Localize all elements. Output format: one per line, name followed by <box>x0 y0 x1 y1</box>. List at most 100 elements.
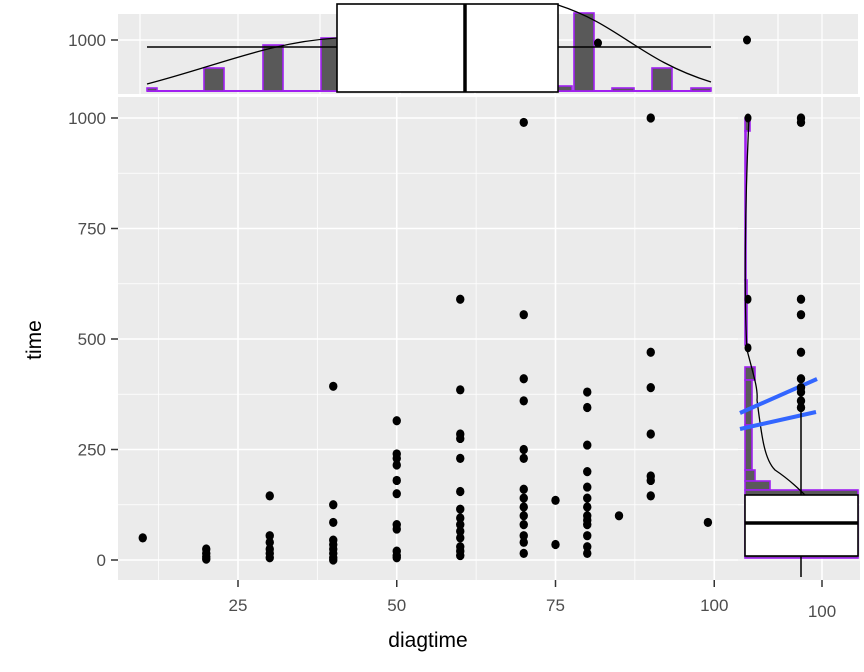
outlier-point <box>796 117 806 128</box>
data-point <box>646 491 655 501</box>
x-tick-label: 100 <box>808 602 836 621</box>
right-marginal: 100 <box>738 97 860 621</box>
outlier-point <box>796 374 806 384</box>
data-point <box>202 554 211 564</box>
histogram-bar <box>744 480 771 491</box>
data-point <box>519 548 528 558</box>
x-tick-label: 100 <box>700 596 728 615</box>
data-point <box>519 531 528 541</box>
data-point <box>519 537 528 547</box>
data-point <box>583 493 592 503</box>
histogram-bar <box>690 87 712 92</box>
data-point <box>744 294 752 304</box>
data-point <box>265 553 274 563</box>
histogram-bar <box>744 379 753 426</box>
data-point <box>583 440 592 450</box>
outlier-point <box>594 38 602 48</box>
y-tick-label: 1000 <box>68 31 106 50</box>
data-point <box>519 396 528 406</box>
data-point <box>392 553 401 563</box>
data-point <box>583 548 592 558</box>
y-tick-label: 0 <box>97 551 106 570</box>
data-point <box>329 517 338 528</box>
data-point <box>392 489 401 499</box>
data-point <box>392 460 401 470</box>
data-point <box>519 310 528 320</box>
x-tick-label: 50 <box>387 596 406 615</box>
x-tick-label: 75 <box>546 596 565 615</box>
histogram-bar <box>744 469 756 482</box>
histogram-bar <box>611 87 635 92</box>
data-point <box>329 500 338 510</box>
data-point <box>265 537 274 547</box>
data-point <box>551 539 560 550</box>
data-point <box>583 467 592 477</box>
data-point <box>456 453 465 463</box>
data-point <box>329 555 338 565</box>
boxplot-box <box>744 494 859 557</box>
outlier-point <box>796 347 806 357</box>
data-point <box>519 374 528 384</box>
data-point <box>456 385 465 395</box>
data-point <box>456 550 465 561</box>
outlier-point <box>743 35 751 45</box>
boxplot-box <box>336 3 559 93</box>
axes: 0 250 500 750 1000 25 50 75 100 <box>68 109 728 615</box>
data-point <box>646 475 655 486</box>
y-tick-label: 750 <box>78 220 106 239</box>
histogram-bar <box>744 424 753 471</box>
data-point <box>583 520 592 530</box>
data-point <box>456 526 465 536</box>
data-point <box>392 524 401 534</box>
data-point <box>583 502 592 512</box>
y-tick-label: 500 <box>78 330 106 349</box>
data-point <box>519 444 528 455</box>
data-point <box>519 484 528 494</box>
histogram-bar <box>573 12 595 92</box>
data-point <box>519 511 528 521</box>
data-point <box>138 533 147 543</box>
data-point <box>646 383 655 393</box>
data-point <box>456 486 465 497</box>
data-point <box>519 520 528 530</box>
data-point <box>583 542 592 552</box>
histogram-bar <box>262 44 284 92</box>
data-point <box>583 402 592 413</box>
top-marginal: 1000 <box>68 3 858 94</box>
x-axis-title: diagtime <box>388 629 467 652</box>
x-tick-label: 25 <box>229 596 248 615</box>
data-point <box>456 433 465 444</box>
data-point <box>456 520 465 530</box>
data-point <box>744 113 752 123</box>
outlier-point <box>796 294 806 304</box>
data-point <box>583 387 592 397</box>
data-point <box>646 429 655 439</box>
data-point <box>265 491 274 501</box>
histogram-bar <box>651 67 673 92</box>
outlier-point <box>796 396 806 406</box>
data-point <box>392 453 401 463</box>
data-point <box>392 416 401 426</box>
data-point <box>583 482 592 492</box>
data-point <box>519 117 528 128</box>
data-point <box>703 517 713 528</box>
data-point <box>456 513 465 523</box>
data-point <box>329 381 338 391</box>
data-point <box>583 531 592 541</box>
y-tick-label: 250 <box>78 441 106 460</box>
data-point <box>519 493 528 503</box>
outlier-point <box>796 387 806 397</box>
histogram-bar <box>203 67 225 92</box>
data-point <box>551 495 560 505</box>
histogram-bar <box>557 85 573 92</box>
y-tick-label: 1000 <box>68 109 106 128</box>
data-point <box>392 475 401 486</box>
data-point <box>456 504 465 514</box>
data-point <box>646 113 655 123</box>
data-point <box>456 533 465 543</box>
histogram-bar <box>146 87 158 92</box>
outlier-point <box>796 402 806 413</box>
smooth-line <box>739 410 817 431</box>
data-point <box>456 294 465 304</box>
